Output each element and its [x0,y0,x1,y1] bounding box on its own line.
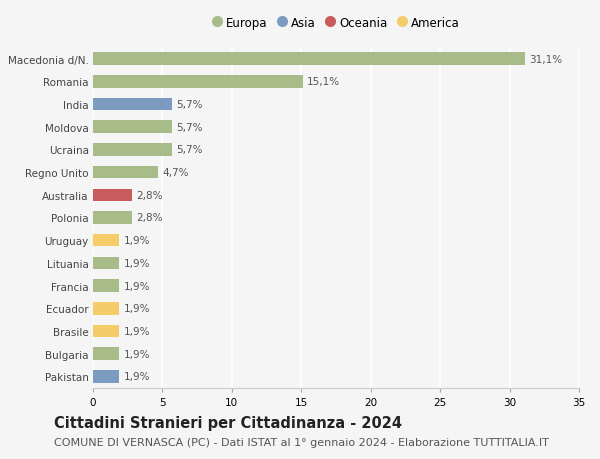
Text: 1,9%: 1,9% [124,371,150,381]
Text: 1,9%: 1,9% [124,235,150,246]
Bar [93,53,525,66]
Text: 2,8%: 2,8% [136,190,163,201]
Text: COMUNE DI VERNASCA (PC) - Dati ISTAT al 1° gennaio 2024 - Elaborazione TUTTITALI: COMUNE DI VERNASCA (PC) - Dati ISTAT al … [54,437,549,447]
Text: 1,9%: 1,9% [124,349,150,359]
Bar [93,212,132,224]
Text: 1,9%: 1,9% [124,326,150,336]
Bar [93,99,172,111]
Bar [93,302,119,315]
Text: 5,7%: 5,7% [176,145,203,155]
Bar [93,370,119,383]
Bar [93,347,119,360]
Bar [93,76,302,89]
Legend: Europa, Asia, Oceania, America: Europa, Asia, Oceania, America [208,13,464,34]
Bar [93,189,132,202]
Text: 31,1%: 31,1% [529,55,562,65]
Text: 1,9%: 1,9% [124,281,150,291]
Text: Cittadini Stranieri per Cittadinanza - 2024: Cittadini Stranieri per Cittadinanza - 2… [54,415,402,431]
Text: 1,9%: 1,9% [124,303,150,313]
Bar [93,325,119,337]
Bar [93,257,119,269]
Text: 15,1%: 15,1% [307,77,340,87]
Bar [93,121,172,134]
Bar [93,144,172,157]
Bar [93,280,119,292]
Text: 4,7%: 4,7% [163,168,189,178]
Text: 5,7%: 5,7% [176,123,203,133]
Bar [93,235,119,247]
Text: 1,9%: 1,9% [124,258,150,269]
Text: 2,8%: 2,8% [136,213,163,223]
Bar [93,167,158,179]
Text: 5,7%: 5,7% [176,100,203,110]
